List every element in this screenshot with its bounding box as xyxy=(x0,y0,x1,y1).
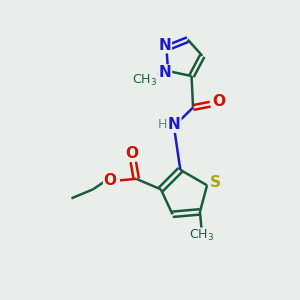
Text: CH$_3$: CH$_3$ xyxy=(189,228,214,243)
Text: N: N xyxy=(159,38,171,53)
Text: methyl: methyl xyxy=(148,78,153,80)
Text: methyl: methyl xyxy=(148,76,153,77)
Text: CH$_3$: CH$_3$ xyxy=(132,73,157,88)
Text: O: O xyxy=(104,173,117,188)
Text: S: S xyxy=(210,176,221,190)
Text: N: N xyxy=(159,65,171,80)
Text: N: N xyxy=(168,117,181,132)
Text: O: O xyxy=(212,94,225,109)
Text: H: H xyxy=(158,118,167,130)
Text: O: O xyxy=(125,146,138,161)
